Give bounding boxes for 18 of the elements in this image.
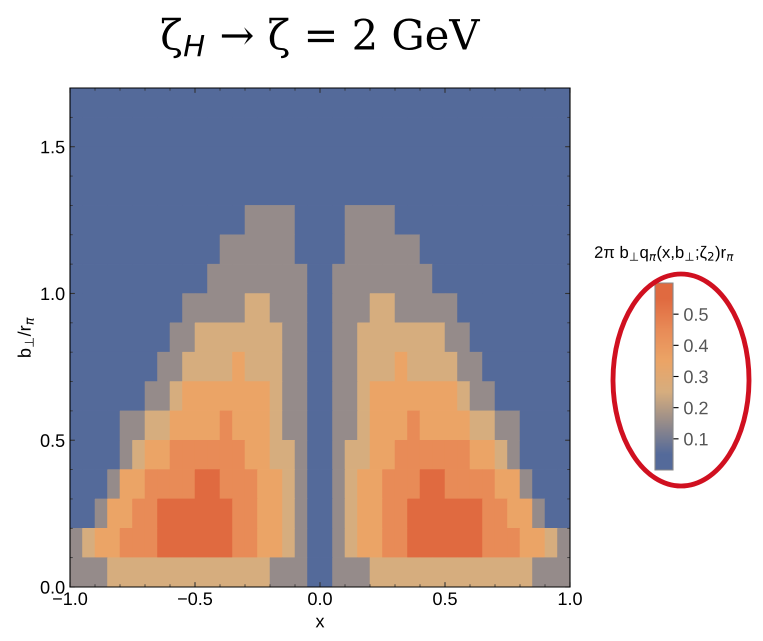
color-bar-label: 0.4	[684, 339, 708, 352]
y-tick-label: 1.5	[41, 140, 64, 154]
color-bar-label: 0.2	[684, 402, 708, 414]
x-tick-label: −0.5	[178, 592, 212, 606]
color-bar-label: 0.3	[684, 370, 708, 384]
y-tick-label: 1.0	[41, 287, 64, 300]
x-tick-label: 0.0	[308, 592, 332, 606]
y-axis-title: b$_{⊥}$/r$_{π}$	[18, 317, 34, 357]
x-tick-label: 0.5	[433, 592, 457, 606]
chart-title: ζ$_{H}$ → ζ = 2 GeV	[162, 18, 480, 58]
x-tick-label: −1.0	[53, 592, 88, 606]
y-tick-label: 0.0	[40, 580, 64, 594]
x-axis-title: x	[316, 618, 324, 628]
y-tick-label: 0.5	[40, 434, 64, 447]
color-bar-label: 0.5	[684, 308, 708, 321]
color-bar-label: 0.1	[684, 432, 708, 446]
text: 2π b$_{⊥}$q$_{π}$(x,b$_{⊥}$;ζ$_{2}$)r$_{π}$	[594, 246, 734, 262]
x-tick-label: 1.0	[558, 592, 582, 606]
